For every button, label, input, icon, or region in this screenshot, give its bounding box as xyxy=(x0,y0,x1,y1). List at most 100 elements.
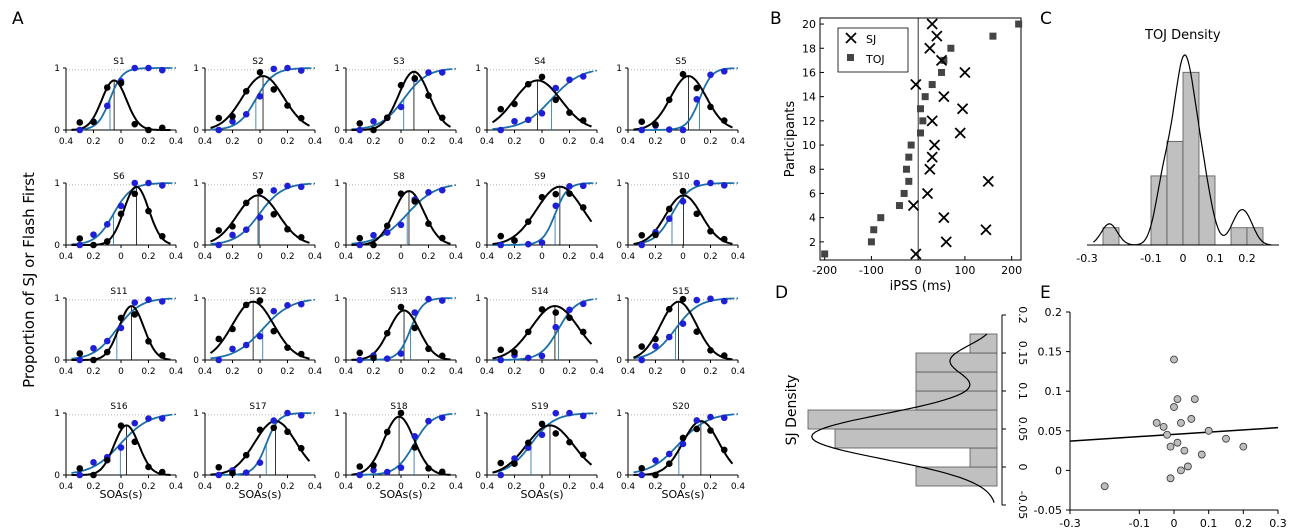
toj-marker xyxy=(907,141,915,149)
x-tick-label: -0.1 xyxy=(1129,517,1150,530)
x-tick-label: 0.2 xyxy=(141,367,155,377)
y-tick-label: 0 xyxy=(616,241,622,251)
sj-point xyxy=(103,238,111,245)
data-point xyxy=(1170,355,1178,364)
toj-point xyxy=(497,241,505,249)
sj-point xyxy=(720,446,728,454)
sj-point xyxy=(131,311,139,318)
x-tick-label: 0.2 xyxy=(225,252,239,262)
x-tick-label: 0 xyxy=(118,137,124,147)
sj-point xyxy=(720,235,728,243)
x-tick-label: 0 xyxy=(1180,252,1187,265)
y-tick-label: 1 xyxy=(616,64,622,74)
toj-point xyxy=(707,179,714,187)
sj-curve xyxy=(491,79,592,128)
y-tick-label: 0 xyxy=(475,241,481,251)
data-point xyxy=(1239,442,1248,451)
sj-point xyxy=(566,190,573,197)
subject-panel: 0 1 0.4 0.2 0 0.2 0.4 S1 xyxy=(54,57,183,147)
y-tick-label: 0 xyxy=(1016,464,1029,471)
subject-panel: 0 1 0.4 0.2 0 0.2 0.4 S4 xyxy=(475,57,604,147)
y-tick-label: 8 xyxy=(809,163,816,176)
toj-point xyxy=(90,458,97,466)
sj-point xyxy=(103,84,111,91)
toj-point xyxy=(284,182,291,190)
sj-point xyxy=(383,222,391,230)
x-tick-label: 0 xyxy=(398,482,404,492)
sj-marker xyxy=(931,30,943,42)
subject-panel: 0 1 0.4 0.2 0 0.2 0.4 S6 xyxy=(54,172,183,262)
x-tick-label: 0.4 xyxy=(59,482,74,492)
y-tick-label: 0 xyxy=(193,241,199,251)
hist-bar xyxy=(1166,140,1184,246)
x-tick-label: 0.4 xyxy=(308,252,323,262)
x-tick-label: 0.2 xyxy=(562,367,576,377)
y-tick-label: 0 xyxy=(54,126,60,136)
sj-point xyxy=(256,426,264,434)
toj-point xyxy=(552,409,560,417)
sj-point xyxy=(229,112,236,120)
panel-d-histogram: -0.05 0 0.05 0.1 0.15 0.2 SJ Density xyxy=(784,306,1029,519)
sj-point xyxy=(638,343,646,350)
x-tick-label: 0.4 xyxy=(339,482,354,492)
y-tick-label: 1 xyxy=(475,179,481,189)
sj-marker xyxy=(938,91,950,103)
panel-letter-c: C xyxy=(1040,9,1052,29)
toj-point xyxy=(297,300,305,308)
sj-point xyxy=(552,96,560,104)
toj-point xyxy=(524,240,532,248)
x-tick-label: 0.4 xyxy=(449,482,464,492)
y-tick-label: 2 xyxy=(809,236,816,249)
x-tick-label: 0 xyxy=(257,252,263,262)
sj-point xyxy=(90,471,97,479)
x-tick-label: 0.2 xyxy=(703,482,717,492)
x-tick-label: 0.2 xyxy=(86,252,100,262)
toj-extrapolation xyxy=(309,298,316,302)
sj-point xyxy=(425,465,432,472)
sj-point xyxy=(538,420,546,428)
toj-point xyxy=(538,431,546,439)
x-tick-label: 0.2 xyxy=(421,252,435,262)
density-curve xyxy=(811,333,995,503)
y-tick-label: 1 xyxy=(193,64,199,74)
data-point xyxy=(1152,418,1161,427)
subject-label: S10 xyxy=(672,172,689,182)
x-tick-label: 0.4 xyxy=(169,482,184,492)
y-tick-label: 1 xyxy=(334,179,340,189)
toj-point xyxy=(145,64,152,72)
sj-point xyxy=(383,114,391,121)
toj-marker xyxy=(947,44,955,52)
hist-bar xyxy=(1230,227,1248,246)
x-tick-label: 0 xyxy=(118,367,124,377)
hist-bar xyxy=(807,409,998,430)
toj-point xyxy=(538,352,546,360)
x-tick-label: 0.4 xyxy=(169,252,184,262)
subject-label: S13 xyxy=(390,287,407,297)
y-tick-label: 12 xyxy=(802,115,816,128)
toj-point xyxy=(524,116,532,124)
sj-point xyxy=(497,346,505,354)
sj-point xyxy=(370,354,377,362)
density-curve xyxy=(1093,54,1272,246)
toj-point xyxy=(284,301,291,309)
y-tick-label: -0.05 xyxy=(1016,491,1029,519)
sj-marker xyxy=(959,66,971,79)
x-tick-label: 0.4 xyxy=(339,252,354,262)
sj-curve xyxy=(209,300,310,360)
sj-point xyxy=(720,117,728,124)
sj-marker xyxy=(940,236,952,248)
x-tick-label: 0 xyxy=(257,367,263,377)
sj-point xyxy=(270,86,278,93)
sj-point xyxy=(397,409,405,417)
sj-point xyxy=(524,218,532,225)
toj-point xyxy=(438,414,446,422)
toj-curve xyxy=(351,297,451,361)
toj-point xyxy=(638,471,646,479)
x-tick-label: 0.2 xyxy=(86,137,100,147)
x-tick-label: 0 xyxy=(680,367,686,377)
legend-box xyxy=(837,27,909,73)
toj-point xyxy=(679,320,687,327)
toj-marker xyxy=(1015,20,1023,28)
y-tick-label: 1 xyxy=(193,179,199,189)
toj-point xyxy=(707,71,714,79)
